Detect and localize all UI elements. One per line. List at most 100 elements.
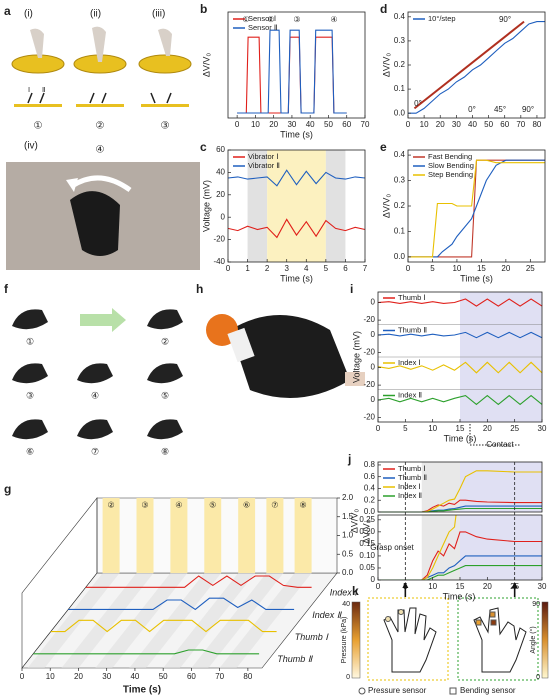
x-tick-label: 30 [287, 120, 296, 129]
region [460, 462, 542, 512]
state-number: ④ [96, 145, 105, 156]
x-tick-label: 0 [406, 120, 411, 129]
row-label: Thumb Ⅱ [277, 654, 314, 664]
gesture-number: ② [108, 501, 115, 510]
x-tick-label: 30 [102, 672, 111, 681]
bending-sensor [489, 611, 496, 618]
x-tick-label: 15 [456, 582, 465, 591]
legend-label: Pressure sensor [368, 686, 427, 695]
annotation: 45° [494, 105, 506, 114]
series-line [378, 515, 457, 580]
legend-symbol [358, 687, 366, 695]
x-axis-label: Time (s) [123, 685, 161, 696]
legend-label: Index Ⅱ [398, 491, 422, 500]
x-axis-label: Time (s) [280, 273, 313, 283]
row-label: Index Ⅱ [312, 610, 343, 620]
legend-label: Thumb Ⅰ [398, 464, 426, 473]
series-line [377, 298, 543, 307]
panel-label: c [200, 140, 207, 154]
gloved-hand [230, 315, 350, 398]
colorbar-tick: 0 [346, 674, 350, 681]
disc [138, 54, 192, 74]
y-axis-label: ΔV/V₀ [381, 53, 391, 78]
x-tick-label: 70 [516, 120, 525, 129]
y-tick-label: -20 [213, 235, 225, 244]
bending-sensor [490, 619, 497, 626]
strip-label: Thumb Ⅱ [398, 325, 427, 334]
x-tick-label: 20 [269, 120, 278, 129]
axes-frame [227, 149, 366, 263]
floor-band [61, 573, 154, 668]
x-tick-label: 2 [265, 264, 270, 273]
annotation: 0° [414, 99, 422, 108]
strip-label: Index Ⅱ [398, 390, 422, 399]
y-tick-label: -20 [363, 380, 375, 389]
x-tick-label: 60 [187, 672, 196, 681]
panel-label: b [200, 2, 207, 16]
x-tick-label: 60 [500, 120, 509, 129]
x-axis-label: Time (s) [460, 273, 493, 283]
annotation: ② [267, 15, 274, 24]
x-axis-label: Time (s) [443, 591, 476, 601]
z-axis-label: ΔV/V₀ [361, 519, 371, 544]
y-axis-label: Voltage (mV) [351, 331, 361, 383]
series-line [377, 361, 543, 374]
disc-illustrations [11, 26, 192, 107]
y-tick-label: 0.3 [394, 36, 406, 45]
annotation: ① [242, 15, 249, 24]
x-tick-label: 70 [361, 120, 370, 129]
hand [383, 607, 437, 673]
finger [158, 28, 172, 56]
series-line [85, 575, 312, 588]
series-line [408, 159, 545, 258]
pressure-sensor [385, 616, 391, 622]
panel-label: f [4, 282, 9, 296]
panel-label: i [350, 282, 353, 296]
x-tick-label: 0 [20, 672, 25, 681]
x-tick-label: 15 [477, 264, 486, 273]
series-line [377, 331, 543, 339]
x-tick-label: 50 [324, 120, 333, 129]
y-tick-label: 0 [371, 298, 376, 307]
glove [12, 309, 48, 330]
z-tick-label: 1.5 [342, 512, 354, 521]
series-line [237, 29, 347, 114]
y-tick-label: 0 [371, 330, 376, 339]
gesture-band [266, 498, 284, 573]
y-tick-label: 0.1 [394, 227, 406, 236]
x-tick-label: 10 [46, 672, 55, 681]
x-tick-label: 15 [456, 424, 465, 433]
floor-band [95, 573, 188, 668]
snapshot-frame [457, 597, 539, 681]
floor-band [27, 573, 120, 668]
series-line [378, 531, 542, 580]
snapshot-arrow-head [402, 582, 409, 588]
annotation: 90° [522, 105, 534, 114]
x-tick-label: 5 [430, 264, 435, 273]
sub-label: (ii) [90, 9, 101, 20]
series-line [68, 597, 295, 611]
legend-label: Bending sensor [460, 686, 516, 695]
substrate [14, 104, 62, 107]
x-tick-label: 10 [428, 424, 437, 433]
series-line [33, 649, 260, 655]
region [460, 515, 542, 580]
legend-label: 10°/step [428, 14, 456, 23]
x-tick-label: 4 [304, 264, 309, 273]
gesture-number: ⑥ [26, 446, 34, 456]
y-tick-label: 0.8 [364, 460, 376, 469]
state-number: ③ [161, 121, 170, 132]
gesture-number: ① [26, 336, 34, 346]
x-tick-label: 70 [215, 672, 224, 681]
gesture-number: ⑧ [161, 446, 169, 456]
glove-photos [12, 309, 183, 440]
sensor-label: Ⅱ [42, 87, 45, 94]
y-tick-label: 0.0 [394, 252, 406, 261]
legend-label: Slow Bending [428, 161, 474, 170]
region [325, 150, 346, 262]
y-tick-label: -20 [363, 348, 375, 357]
bending-sensor [475, 619, 482, 626]
strip-label: Thumb Ⅰ [398, 293, 426, 302]
x-tick-label: 7 [363, 264, 368, 273]
panel-label: k [352, 584, 359, 598]
